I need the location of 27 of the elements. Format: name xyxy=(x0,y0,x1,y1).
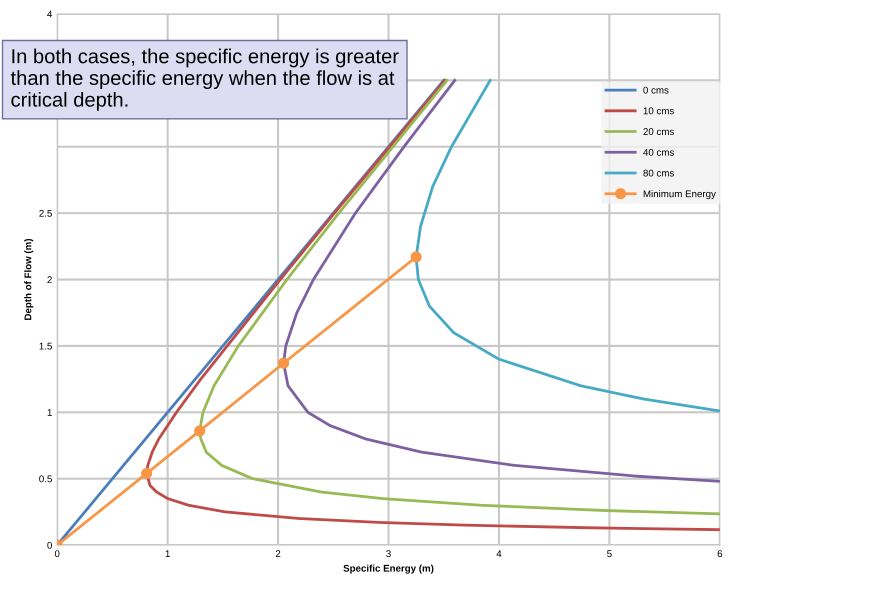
legend-label: Minimum Energy xyxy=(644,190,716,200)
annotation: In both cases, the specific energy is greater than the specific energy when the flow is at critical depth. xyxy=(10,48,399,111)
x-tick-label: 1 xyxy=(166,550,170,557)
legend-label: 80 cms xyxy=(643,170,674,177)
y-tick-label: 1.5 xyxy=(40,342,52,350)
point xyxy=(410,251,422,263)
x-tick-label: 0 xyxy=(54,550,60,558)
x-tick-label: 4 xyxy=(496,550,502,557)
x-tick-label: 3 xyxy=(386,550,391,558)
y-tick-label: 0.5 xyxy=(39,475,52,482)
y-tick-label: 4 xyxy=(47,10,52,18)
y-tick-label: 2.5 xyxy=(39,210,52,217)
y-tick-label: 1 xyxy=(48,409,52,416)
legend-label: 0 cms xyxy=(643,86,669,94)
x-tick-label: 6 xyxy=(718,550,722,558)
legend-label: 10 cms xyxy=(644,107,674,114)
point xyxy=(141,468,152,479)
y-tick-label: 2 xyxy=(47,276,52,284)
point xyxy=(194,425,206,436)
x-tick-label: 2 xyxy=(276,550,280,557)
legend-label: 40 cms xyxy=(643,148,674,156)
legend-label: 20 cms xyxy=(643,128,674,136)
y-tick-label: 0 xyxy=(47,542,52,549)
x-axis-title: Specific Energy (m) xyxy=(343,564,434,574)
x-tick-label: 5 xyxy=(607,550,612,558)
y-axis-title: Depth of Flow (m) xyxy=(24,238,34,320)
point xyxy=(278,358,290,369)
